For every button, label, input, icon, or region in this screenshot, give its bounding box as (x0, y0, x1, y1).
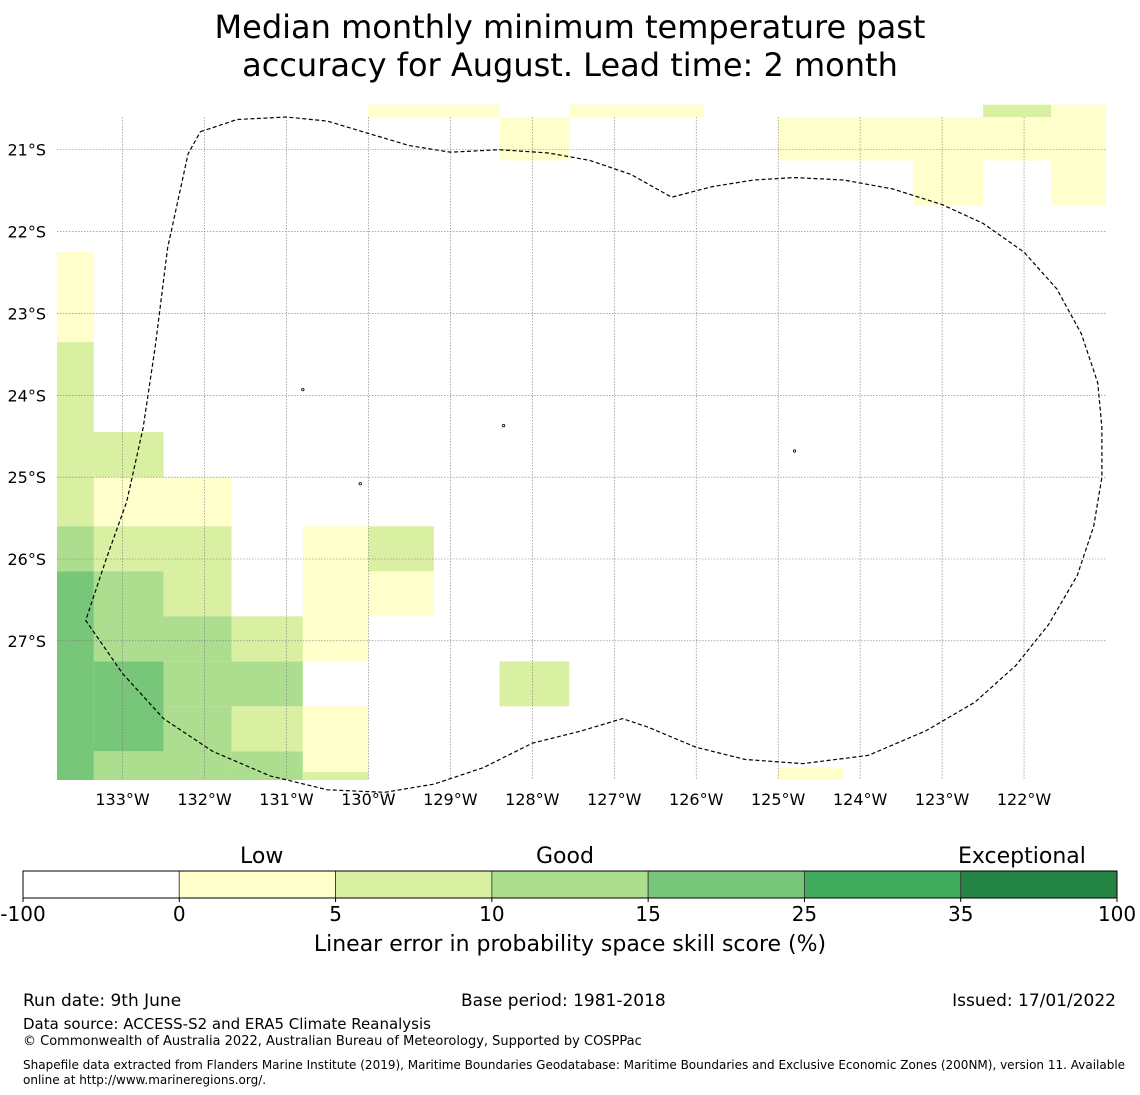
colorbar-category-low: Low (240, 844, 284, 869)
skill-cell (368, 526, 434, 572)
colorbar-tick-label: 35 (948, 902, 973, 926)
colorbar-tick-label: 15 (635, 902, 660, 926)
skill-cell (499, 117, 570, 161)
skill-cell (163, 661, 303, 707)
skill-cell (368, 571, 434, 617)
base-period: Base period: 1981-2018 (461, 991, 666, 1011)
skill-cells (57, 104, 1106, 780)
lat-tick-label: 23°S (7, 304, 46, 323)
lon-tick-label: 127°W (587, 790, 642, 809)
colorbar-tick-label: 0 (173, 902, 186, 926)
colorbar (22, 870, 1118, 902)
skill-cell (163, 616, 232, 662)
colorbar-segment (178, 870, 336, 899)
skill-cell (231, 616, 303, 662)
skill-cell (57, 526, 94, 572)
skill-cell (913, 117, 984, 206)
colorbar-label: Linear error in probability space skill … (313, 932, 827, 957)
islands (301, 387, 797, 486)
colorbar-tick-label: 25 (792, 902, 817, 926)
colorbar-category-exceptional: Exceptional (958, 844, 1086, 869)
title-line-1: Median monthly minimum temperature past (214, 8, 926, 46)
longitude-labels: 133°W 132°W 131°W 130°W 129°W 128°W 127°W 126°W… (95, 790, 1051, 809)
skill-cell (569, 104, 705, 117)
lat-tick-label: 27°S (7, 632, 46, 651)
eez-boundary (85, 116, 1103, 793)
colorbar-tick-label: -100 (0, 902, 45, 926)
colorbar-category-good: Good (536, 844, 594, 869)
lat-tick-label: 24°S (7, 386, 46, 405)
lat-tick-label: 25°S (7, 468, 46, 487)
lat-tick-label: 21°S (7, 141, 46, 160)
colorbar-segment (647, 870, 805, 899)
colorbar-segment (335, 870, 493, 899)
skill-cell (499, 661, 570, 707)
skill-cell (93, 526, 232, 572)
lon-tick-label: 128°W (505, 790, 560, 809)
lat-tick-label: 26°S (7, 550, 46, 569)
skill-cell (302, 771, 369, 780)
skill-cell (368, 104, 500, 117)
lon-tick-label: 122°W (997, 790, 1052, 809)
skill-cell (231, 751, 303, 780)
lat-tick-label: 22°S (7, 223, 46, 242)
skill-cell (93, 751, 164, 780)
colorbar-segment (804, 870, 962, 899)
lon-tick-label: 130°W (341, 790, 396, 809)
island (301, 387, 305, 392)
colorbar-tick-label: 5 (329, 902, 342, 926)
skill-cell (778, 767, 844, 780)
skill-cell (983, 104, 1052, 117)
graticule (57, 117, 1106, 780)
data-source: Data source: ACCESS-S2 and ERA5 Climate … (23, 1015, 431, 1033)
latitude-labels: 21°S 22°S 23°S 24°S 25°S 26°S 27°S (7, 141, 46, 651)
lon-tick-label: 129°W (423, 790, 478, 809)
island (358, 482, 362, 486)
skill-cell (57, 571, 94, 780)
colorbar-ticks: -100 0 5 10 15 25 35 100 (0, 902, 1136, 926)
skill-cell (93, 477, 232, 527)
skill-cell (983, 117, 1052, 161)
eez-outline (85, 116, 1103, 793)
skill-cell (57, 342, 94, 527)
skill-cell (231, 706, 303, 752)
lon-tick-label: 125°W (751, 790, 806, 809)
skill-cell (93, 432, 164, 478)
skill-cell (93, 571, 164, 662)
colorbar-segment (22, 870, 180, 899)
skill-cell (57, 252, 94, 343)
colorbar-segment (960, 870, 1118, 899)
skill-cell (302, 706, 369, 772)
colorbar-tick-label: 100 (1098, 902, 1136, 926)
skill-cell (302, 526, 369, 662)
issued-date: Issued: 17/01/2022 (952, 991, 1116, 1011)
skill-cell (163, 706, 232, 780)
copyright: © Commonwealth of Australia 2022, Austra… (23, 1034, 642, 1049)
lon-tick-label: 123°W (915, 790, 970, 809)
run-date: Run date: 9th June (23, 991, 182, 1011)
colorbar-tick-label: 10 (479, 902, 504, 926)
skill-cell (163, 571, 232, 617)
skill-cell (93, 661, 164, 752)
island (502, 423, 506, 428)
chart-title: Median monthly minimum temperature past … (0, 8, 1140, 84)
lon-tick-label: 133°W (95, 790, 150, 809)
island (792, 449, 797, 453)
lon-tick-label: 124°W (833, 790, 888, 809)
skill-cell (778, 117, 914, 161)
lon-tick-label: 126°W (669, 790, 724, 809)
lon-tick-label: 131°W (259, 790, 314, 809)
colorbar-frame (22, 870, 1118, 899)
skill-cell (1051, 104, 1106, 206)
title-line-2: accuracy for August. Lead time: 2 month (242, 46, 898, 84)
shapefile-credit: Shapefile data extracted from Flanders M… (23, 1058, 1126, 1087)
lon-tick-label: 132°W (177, 790, 232, 809)
colorbar-segment (491, 870, 649, 899)
